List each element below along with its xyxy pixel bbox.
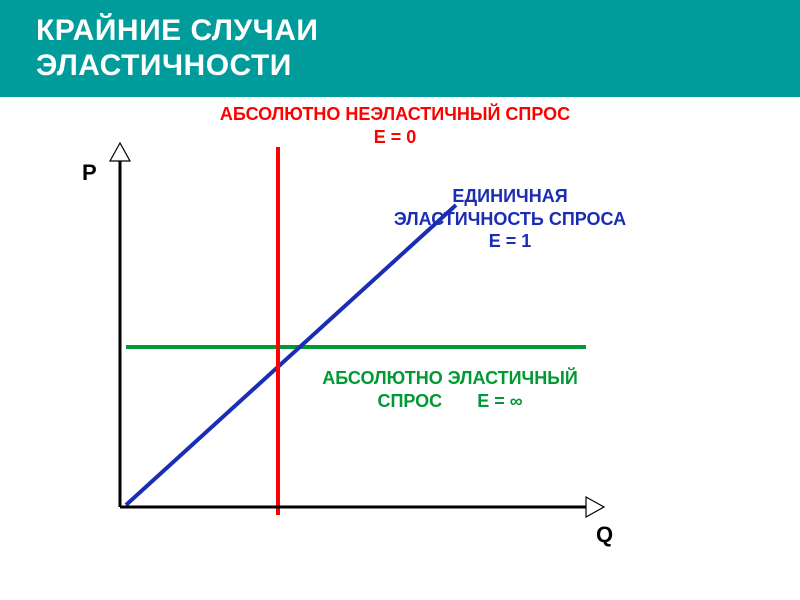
title-line2: ЭЛАСТИЧНОСТИ	[36, 49, 292, 82]
unit-text2: ЭЛАСТИЧНОСТЬ СПРОСА	[394, 209, 626, 229]
x-axis-label: Q	[596, 521, 613, 549]
title-banner: КРАЙНИЕ СЛУЧАИ ЭЛАСТИЧНОСТИ	[0, 0, 800, 97]
chart-area: P Q АБСОЛЮТНО НЕЭЛАСТИЧНЫЙ СПРОС E = 0 Е…	[0, 97, 800, 577]
unit-text1: ЕДИНИЧНАЯ	[452, 186, 567, 206]
y-axis-label: P	[82, 159, 97, 187]
unit-elasticity-label: ЕДИНИЧНАЯ ЭЛАСТИЧНОСТЬ СПРОСА E = 1	[370, 185, 650, 253]
chart-svg	[0, 97, 800, 577]
elastic-text2-left: СПРОС	[377, 391, 442, 411]
title-line1: КРАЙНИЕ СЛУЧАИ	[36, 14, 318, 47]
elastic-label: АБСОЛЮТНО ЭЛАСТИЧНЫЙ СПРОС E = ∞	[300, 367, 600, 412]
inelastic-label: АБСОЛЮТНО НЕЭЛАСТИЧНЫЙ СПРОС E = 0	[185, 103, 605, 148]
unit-text3: E = 1	[489, 231, 532, 251]
inelastic-text1: АБСОЛЮТНО НЕЭЛАСТИЧНЫЙ СПРОС	[220, 104, 570, 124]
inelastic-text2: E = 0	[374, 127, 417, 147]
elastic-text2-right: E = ∞	[477, 391, 522, 411]
elastic-text1: АБСОЛЮТНО ЭЛАСТИЧНЫЙ	[322, 368, 578, 388]
